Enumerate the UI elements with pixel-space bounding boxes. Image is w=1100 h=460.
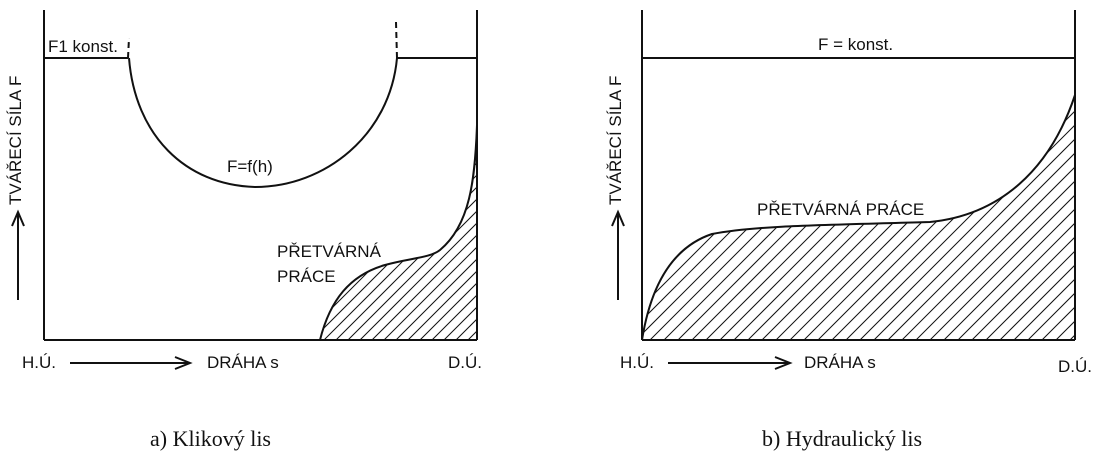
hatch-line <box>985 95 1075 340</box>
left-y-axis-label: TVÁŘECÍ SÍLA F <box>6 76 25 205</box>
left-work-curve <box>319 124 478 341</box>
left-force-label: F1 konst. <box>48 37 118 56</box>
hatch-line <box>684 100 924 340</box>
hatch-line <box>887 95 1075 340</box>
hatch-line <box>1027 95 1075 340</box>
left-work-label-1: PŘETVÁRNÁ <box>277 242 382 261</box>
hatch-line <box>480 100 720 340</box>
right-x-axis-label: DRÁHA s <box>804 353 876 372</box>
hatch-line <box>60 100 300 340</box>
right-x-start: H.Ú. <box>620 353 654 372</box>
left-curve-label: F=f(h) <box>227 157 273 176</box>
left-diagram: F1 konst. F=f(h) PŘETVÁRNÁ PRÁCE TVÁŘECÍ… <box>6 10 948 451</box>
hatch-line <box>443 125 477 340</box>
hatch-line <box>370 80 630 340</box>
hatch-line <box>648 100 888 340</box>
hatch-line <box>320 125 349 340</box>
left-work-label-2: PRÁCE <box>277 267 336 286</box>
hatch-line <box>564 100 804 340</box>
hatch-line <box>660 100 900 340</box>
hatch-line <box>708 100 948 340</box>
hatch-line <box>624 100 864 340</box>
hatch-line <box>1084 80 1100 340</box>
right-caption: b) Hydraulický lis <box>762 426 922 451</box>
left-x-arrow-head <box>174 356 193 370</box>
right-force-label: F = konst. <box>818 35 893 54</box>
right-y-axis-label: TVÁŘECÍ SÍLA F <box>606 76 625 205</box>
right-work-hatch <box>370 80 1100 340</box>
hatch-line <box>929 95 1075 340</box>
left-curve-dash-b <box>395 21 398 59</box>
left-work-hatch <box>60 100 948 340</box>
hatch-line <box>383 125 477 340</box>
right-x-arrow-head <box>774 356 793 370</box>
hatch-line <box>1013 95 1075 340</box>
hatch-line <box>943 95 1075 340</box>
hatch-line <box>455 125 477 340</box>
hatch-line <box>431 125 477 340</box>
hatch-line <box>359 125 477 340</box>
left-x-axis-label: DRÁHA s <box>207 353 279 372</box>
hatch-line <box>957 95 1075 340</box>
hatch-line <box>971 95 1075 340</box>
right-x-end: D.Ú. <box>1058 357 1092 376</box>
left-x-start: H.Ú. <box>22 353 56 372</box>
hatch-line <box>347 125 477 340</box>
hatch-line <box>612 100 852 340</box>
hatch-line <box>873 95 1075 340</box>
hatch-line <box>696 100 936 340</box>
left-caption: a) Klikový lis <box>150 426 271 451</box>
hatch-line <box>672 100 912 340</box>
hatch-line <box>540 100 780 340</box>
hatch-line <box>1041 95 1075 340</box>
hatch-line <box>516 100 756 340</box>
right-work-curve <box>641 94 1076 341</box>
hatch-line <box>915 95 1075 340</box>
left-y-arrow-head <box>11 209 25 227</box>
hatch-line <box>371 125 477 340</box>
hatch-line <box>901 95 1075 340</box>
hatch-line <box>859 95 1075 340</box>
hatch-line <box>1055 95 1075 340</box>
hatch-line <box>320 125 337 340</box>
right-y-arrow-head <box>611 209 625 227</box>
left-x-end: D.Ú. <box>448 353 482 372</box>
hatch-line <box>999 95 1075 340</box>
right-diagram: F = konst. PŘETVÁRNÁ PRÁCE TVÁŘECÍ SÍLA … <box>370 10 1100 451</box>
hatch-line <box>320 125 325 340</box>
hatch-line <box>72 100 312 340</box>
hatch-line <box>600 100 840 340</box>
left-curve-dash-a <box>127 37 130 59</box>
left-force-curve <box>128 57 398 189</box>
hatch-line <box>395 125 477 340</box>
hatch-line <box>407 125 477 340</box>
hatch-line <box>528 100 768 340</box>
right-work-label: PŘETVÁRNÁ PRÁCE <box>757 200 924 219</box>
hatch-line <box>419 125 477 340</box>
hatch-line <box>642 95 673 340</box>
